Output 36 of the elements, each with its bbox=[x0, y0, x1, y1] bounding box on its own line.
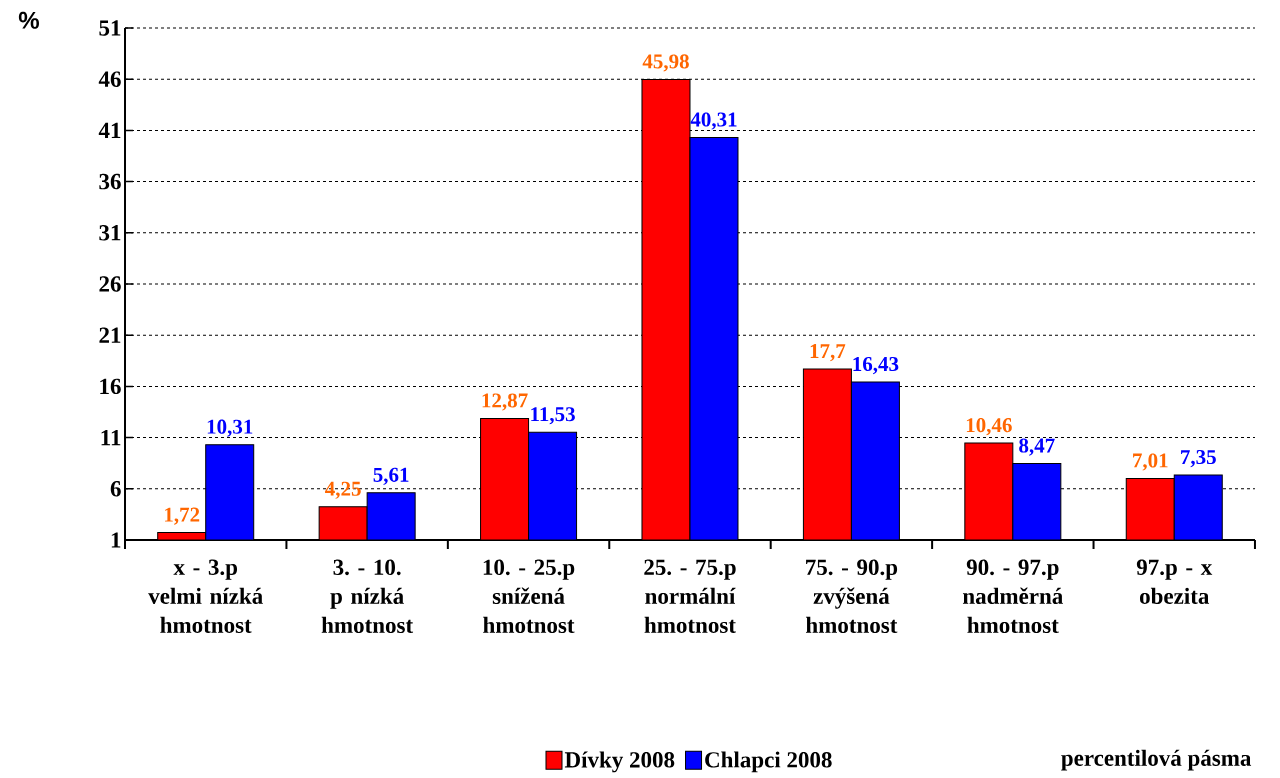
x-tick-label: 90. - 97.p nadměrná hmotnost bbox=[962, 559, 1063, 634]
legend-label: Chlapci 2008 bbox=[705, 751, 832, 773]
data-label: 10,46 bbox=[966, 418, 1012, 436]
data-label: 5,61 bbox=[373, 467, 409, 485]
data-label: 40,31 bbox=[690, 112, 737, 130]
x-tick-label: 75. - 90.p zvýšená hmotnost bbox=[805, 559, 898, 634]
data-label: 17,7 bbox=[810, 344, 846, 362]
y-tick-label: 16 bbox=[100, 378, 121, 395]
text: percentilová pásma bbox=[1061, 749, 1252, 771]
y-tick-label: 36 bbox=[99, 173, 121, 190]
y-tick-label: 1 bbox=[111, 532, 121, 548]
y-tick-label: 21 bbox=[99, 327, 121, 343]
y-tick-label: 26 bbox=[99, 276, 121, 292]
data-label: 10,31 bbox=[207, 419, 253, 437]
data-label: 4,25 bbox=[325, 481, 361, 499]
x-tick-label: 25. - 75.p normální hmotnost bbox=[644, 559, 736, 633]
x-tick-label: x - 3.p velmi nízká hmotnost bbox=[148, 559, 263, 633]
x-tick-label: 97.p - x obezita bbox=[1136, 559, 1213, 604]
x-tick-label: 10. - 25.p snížená hmotnost bbox=[483, 559, 575, 634]
y-tick-label: 41 bbox=[98, 122, 121, 138]
data-label: 11,53 bbox=[531, 407, 575, 425]
y-tick-label: 51 bbox=[99, 20, 121, 36]
y-tick-label: 31 bbox=[99, 225, 121, 241]
y-tick-label: 11 bbox=[101, 430, 121, 446]
x-tick-label: 3. - 10. p nízká hmotnost bbox=[321, 559, 414, 634]
data-label: 12,87 bbox=[482, 393, 528, 411]
data-label: 8,47 bbox=[1019, 438, 1055, 456]
y-tick-label: 6 bbox=[110, 481, 121, 497]
data-label: 45,98 bbox=[642, 54, 689, 72]
y-tick-label: 46 bbox=[98, 71, 121, 87]
data-label: 7,35 bbox=[1181, 449, 1216, 468]
data-label: 1,72 bbox=[165, 507, 200, 525]
data-label: 7,01 bbox=[1133, 453, 1168, 471]
data-label: 16,43 bbox=[853, 356, 899, 375]
y-axis-title: % bbox=[18, 11, 39, 29]
legend-label: Dívky 2008 bbox=[564, 751, 675, 773]
